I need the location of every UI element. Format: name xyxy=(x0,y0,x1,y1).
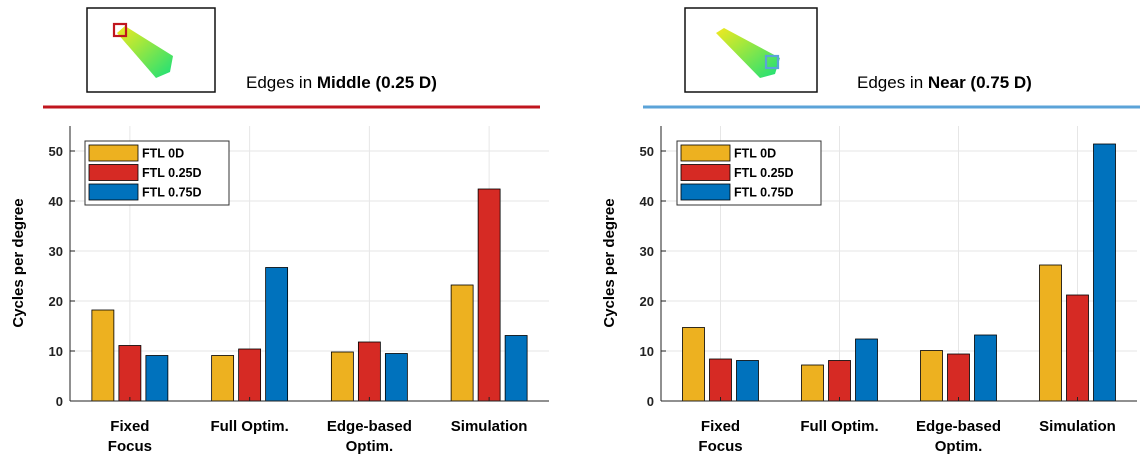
bar-ftl-0d-2 xyxy=(330,351,354,402)
x-tick-label: Optim. xyxy=(346,438,394,455)
y-tick-label: 20 xyxy=(640,294,654,309)
bar-ftl-0-75d-0 xyxy=(145,355,169,402)
legend-swatch-1 xyxy=(680,164,731,181)
legend-swatch-0 xyxy=(680,144,731,162)
bar-ftl-0-25d-2 xyxy=(947,353,970,402)
bar-ftl-0-75d-3 xyxy=(1093,143,1116,402)
bar-ftl-0-25d-0 xyxy=(709,358,732,402)
y-tick-label: 40 xyxy=(49,194,63,209)
x-tick-label: Optim. xyxy=(935,438,983,455)
x-tick-label: Simulation xyxy=(451,418,528,435)
bar-ftl-0-25d-2 xyxy=(357,341,381,402)
bar-ftl-0-75d-1 xyxy=(855,338,878,402)
legend-swatch-2 xyxy=(88,183,139,201)
thumbnail-shape xyxy=(716,28,780,78)
y-tick-label: 50 xyxy=(640,144,654,159)
y-tick-label: 30 xyxy=(640,244,654,259)
bar-ftl-0-25d-0 xyxy=(118,345,142,402)
chart-title: Edges in Near (0.75 D) xyxy=(857,73,1032,92)
x-tick-label: Simulation xyxy=(1039,418,1116,435)
legend: FTL 0D FTL 0.25D FTL 0.75D xyxy=(676,140,822,206)
bar-ftl-0-25d-3 xyxy=(1066,294,1089,402)
legend-label-2: FTL 0.75D xyxy=(142,186,202,200)
legend: FTL 0D FTL 0.25D FTL 0.75D xyxy=(84,140,230,206)
chart-panel-0: Edges in Middle (0.25 D) 0 10 20 30 40 50 Fixed… xyxy=(10,7,549,455)
bar-ftl-0-25d-3 xyxy=(477,188,501,402)
bar-ftl-0d-1 xyxy=(211,355,235,402)
x-tick-label: Fixed xyxy=(110,418,149,435)
chart-title-bold: Middle (0.25 D) xyxy=(317,73,437,92)
y-axis-label: Cycles per degree xyxy=(601,198,618,327)
y-tick-label: 20 xyxy=(49,294,63,309)
bar-ftl-0d-1 xyxy=(801,364,824,402)
legend-swatch-0 xyxy=(88,144,139,162)
y-tick-label: 40 xyxy=(640,194,654,209)
bar-ftl-0-75d-2 xyxy=(974,334,997,402)
x-tick-label: Focus xyxy=(698,438,742,455)
chart-title: Edges in Middle (0.25 D) xyxy=(246,73,437,92)
y-tick-label: 0 xyxy=(56,394,63,409)
legend-swatch-2 xyxy=(680,183,731,201)
legend-label-1: FTL 0.25D xyxy=(142,166,202,180)
thumbnail-shape xyxy=(117,26,173,78)
chart-title-prefix: Edges in xyxy=(246,73,317,92)
legend-label-1: FTL 0.25D xyxy=(734,166,794,180)
legend-label-2: FTL 0.75D xyxy=(734,186,794,200)
bar-ftl-0-75d-0 xyxy=(736,360,759,402)
y-tick-label: 30 xyxy=(49,244,63,259)
bar-ftl-0-25d-1 xyxy=(828,360,851,402)
bar-ftl-0d-3 xyxy=(450,284,474,402)
x-tick-label: Focus xyxy=(108,438,152,455)
thumbnail-focus-box xyxy=(112,22,128,38)
bar-ftl-0-25d-1 xyxy=(238,348,262,402)
x-tick-label: Full Optim. xyxy=(210,418,288,435)
bar-ftl-0d-2 xyxy=(920,350,943,402)
thumbnail-focus-box xyxy=(764,54,780,70)
x-tick-label: Edge-based xyxy=(916,418,1001,435)
legend-label-0: FTL 0D xyxy=(734,147,776,161)
chart-title-prefix: Edges in xyxy=(857,73,928,92)
y-tick-label: 0 xyxy=(647,394,654,409)
bar-ftl-0-75d-1 xyxy=(265,267,289,402)
chart-panel-1: Edges in Near (0.75 D) 0 10 20 30 40 50 Fixed Fo… xyxy=(601,7,1140,455)
bar-ftl-0-75d-3 xyxy=(504,335,528,402)
y-axis-label: Cycles per degree xyxy=(10,198,27,327)
x-tick-label: Full Optim. xyxy=(800,418,878,435)
y-tick-label: 10 xyxy=(640,344,654,359)
legend-swatch-1 xyxy=(88,164,139,181)
x-tick-label: Fixed xyxy=(701,418,740,435)
bar-ftl-0d-0 xyxy=(682,327,705,402)
y-tick-label: 50 xyxy=(49,144,63,159)
bar-ftl-0d-3 xyxy=(1039,264,1062,402)
y-tick-label: 10 xyxy=(49,344,63,359)
x-tick-label: Edge-based xyxy=(327,418,412,435)
legend-label-0: FTL 0D xyxy=(142,147,184,161)
bar-ftl-0-75d-2 xyxy=(384,353,408,402)
bar-ftl-0d-0 xyxy=(91,309,115,402)
chart-title-bold: Near (0.75 D) xyxy=(928,73,1032,92)
